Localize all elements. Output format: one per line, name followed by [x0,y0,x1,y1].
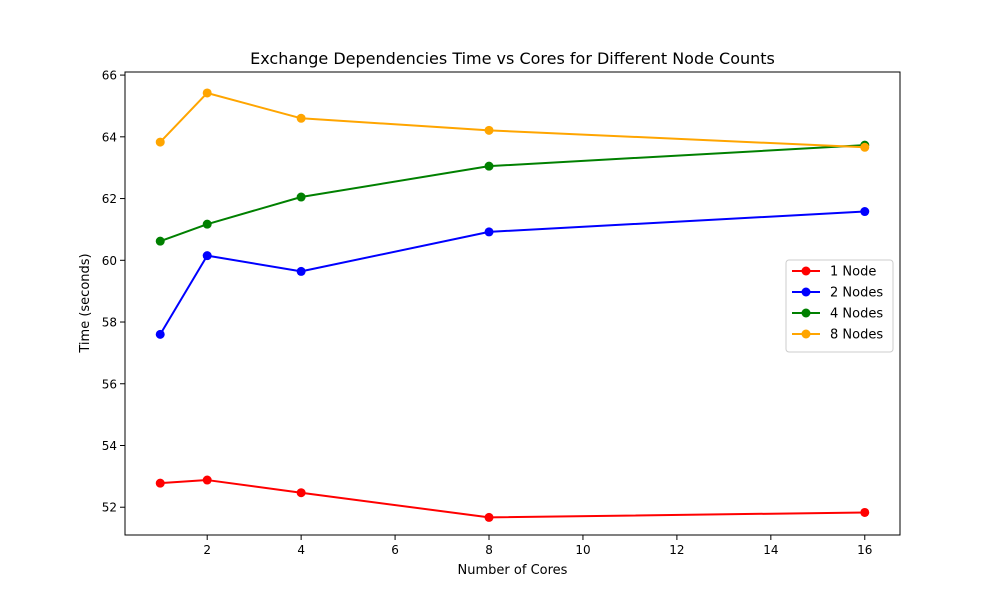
data-point [296,192,306,202]
data-point [202,219,212,229]
x-tick-label: 16 [857,543,872,557]
data-point [860,142,870,152]
data-point [155,478,165,488]
data-point [860,207,870,217]
y-tick-label: 62 [102,192,117,206]
legend-item: 8 Nodes [792,328,883,343]
series-4 [155,88,870,152]
data-point [296,488,306,498]
data-point [155,329,165,339]
legend-label: 8 Nodes [830,328,883,343]
y-tick-label: 60 [102,254,117,268]
legend-marker [801,329,811,339]
legend-marker [801,287,811,297]
x-tick-label: 6 [391,543,399,557]
y-axis-ticks: 52 54 56 58 60 62 64 66 [102,69,125,515]
data-point [860,507,870,517]
y-tick-label: 66 [102,69,117,83]
y-tick-label: 64 [102,130,117,144]
data-point [296,113,306,123]
legend-item: 2 Nodes [792,286,883,301]
legend-item: 1 Node [792,265,876,280]
data-point [484,512,494,522]
x-tick-label: 4 [297,543,305,557]
axes-frame [124,71,901,536]
x-tick-label: 10 [575,543,590,557]
data-point [155,137,165,147]
y-axis-label: Time (seconds) [78,253,93,353]
y-tick-label: 56 [102,377,117,391]
y-tick-label: 54 [102,439,117,453]
data-point [155,236,165,246]
x-tick-label: 2 [203,543,211,557]
legend-label: 4 Nodes [830,307,883,322]
legend: 1 Node 2 Nodes 4 Nodes 8 Nodes [785,259,894,353]
data-point [484,161,494,171]
legend-marker [801,308,811,318]
y-tick-label: 52 [102,501,117,515]
data-point [484,227,494,237]
x-axis-ticks: 2 4 6 8 10 12 14 16 [203,535,872,557]
x-tick-label: 14 [763,543,778,557]
data-point [484,125,494,135]
data-point [202,475,212,485]
chart-title: Exchange Dependencies Time vs Cores for … [250,49,775,68]
x-tick-label: 12 [669,543,684,557]
data-point [296,266,306,276]
legend-label: 1 Node [830,265,876,280]
x-tick-label: 8 [485,543,493,557]
x-axis-label: Number of Cores [458,563,568,578]
legend-box [785,259,894,353]
data-point [202,88,212,98]
legend-item: 4 Nodes [792,307,883,322]
legend-label: 2 Nodes [830,286,883,301]
y-tick-label: 58 [102,316,117,330]
data-point [202,251,212,261]
series-2 [155,207,870,339]
series-1 [155,475,870,522]
plot-area: 2 4 6 8 10 12 14 16 52 54 56 58 60 62 64 66 [102,69,901,557]
legend-marker [801,266,811,276]
